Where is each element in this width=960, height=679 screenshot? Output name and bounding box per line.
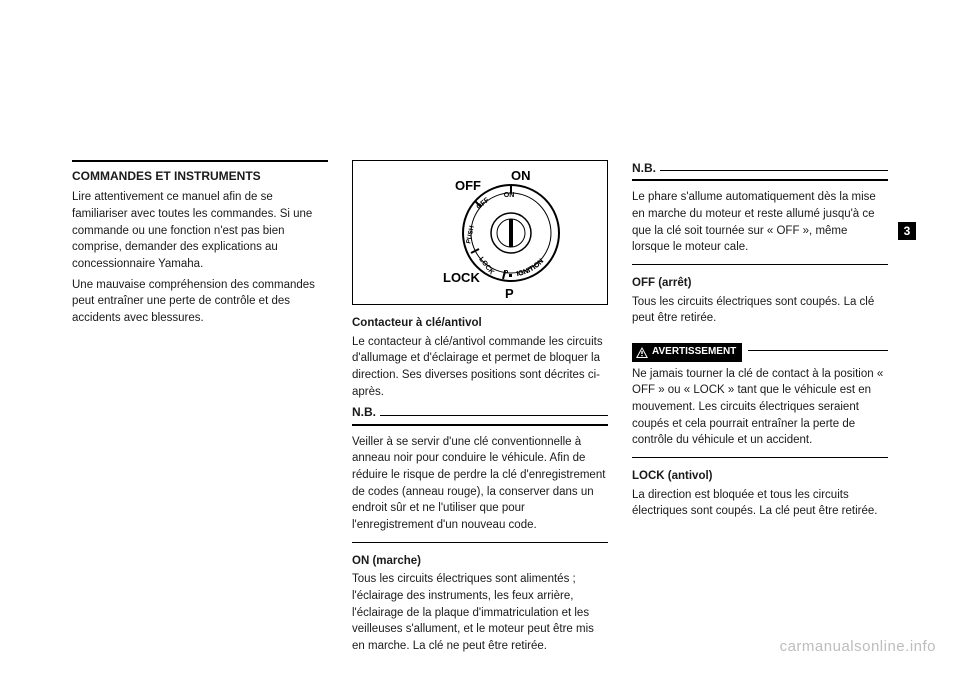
note-body-col3: Le phare s'allume automatiquement dès la… bbox=[632, 189, 888, 256]
figure-label-on: ON bbox=[511, 167, 531, 186]
svg-text:ON: ON bbox=[504, 192, 515, 199]
lock-body: La direction est bloquée et tous les cir… bbox=[632, 487, 888, 520]
column-2: ON OFF PUSH LOCK P IGNITION IGNITION ON … bbox=[352, 160, 608, 659]
column-3: N.B. Le phare s'allume automatiquement d… bbox=[632, 160, 888, 659]
column-1: COMMANDES ET INSTRUMENTS Lire attentivem… bbox=[72, 160, 328, 659]
figure-label-lock: LOCK bbox=[443, 269, 480, 288]
off-body: Tous les circuits électriques sont coupé… bbox=[632, 294, 888, 327]
note-end-rule-col2 bbox=[352, 542, 608, 543]
warning-end-rule bbox=[632, 457, 888, 458]
off-heading: OFF (arrêt) bbox=[632, 275, 888, 292]
watermark: carmanualsonline.info bbox=[780, 638, 936, 655]
svg-text:P: P bbox=[504, 270, 509, 277]
thumb-index-tab: 3 bbox=[898, 222, 916, 240]
note-end-rule-col3 bbox=[632, 264, 888, 265]
figure-caption-title: Contacteur à clé/antivol bbox=[352, 315, 608, 332]
warning-rule bbox=[748, 350, 888, 351]
col1-paragraph-1: Lire attentivement ce manuel afin de se … bbox=[72, 189, 328, 272]
note-heading-col3: N.B. bbox=[632, 160, 888, 181]
note-body-col2: Veiller à se servir d'une clé convention… bbox=[352, 434, 608, 534]
svg-text:IGNITION: IGNITION bbox=[516, 258, 545, 278]
on-heading: ON (marche) bbox=[352, 553, 608, 570]
chapter-heading: COMMANDES ET INSTRUMENTS bbox=[72, 168, 328, 185]
note-label-col3: N.B. bbox=[632, 160, 660, 177]
warning-body: Ne jamais tourner la clé de contact à la… bbox=[632, 366, 888, 449]
figure-label-p: P bbox=[505, 285, 514, 304]
ignition-switch-svg: ON OFF PUSH LOCK P IGNITION IGNITION bbox=[353, 161, 609, 306]
figure-caption-body: Le contacteur à clé/antivol commande les… bbox=[352, 334, 608, 401]
page-content: COMMANDES ET INSTRUMENTS Lire attentivem… bbox=[72, 160, 888, 659]
figure-label-off: OFF bbox=[455, 177, 481, 196]
note-label-col2: N.B. bbox=[352, 404, 380, 421]
ignition-switch-figure: ON OFF PUSH LOCK P IGNITION IGNITION ON … bbox=[352, 160, 608, 305]
note-heading-col2: N.B. bbox=[352, 404, 608, 425]
lock-heading: LOCK (antivol) bbox=[632, 468, 888, 485]
warning-triangle-icon bbox=[636, 347, 648, 358]
warning-box: AVERTISSEMENT bbox=[632, 343, 742, 362]
svg-text:PUSH: PUSH bbox=[465, 225, 476, 244]
note-rule-col3 bbox=[660, 170, 888, 171]
on-body: Tous les circuits électriques sont alime… bbox=[352, 571, 608, 654]
warning-heading-row: AVERTISSEMENT bbox=[632, 335, 888, 366]
note-rule-col2 bbox=[380, 415, 608, 416]
col1-paragraph-2: Une mauvaise compréhension des commandes… bbox=[72, 277, 328, 327]
column-1-rule bbox=[72, 160, 328, 162]
warning-label: AVERTISSEMENT bbox=[652, 345, 736, 360]
